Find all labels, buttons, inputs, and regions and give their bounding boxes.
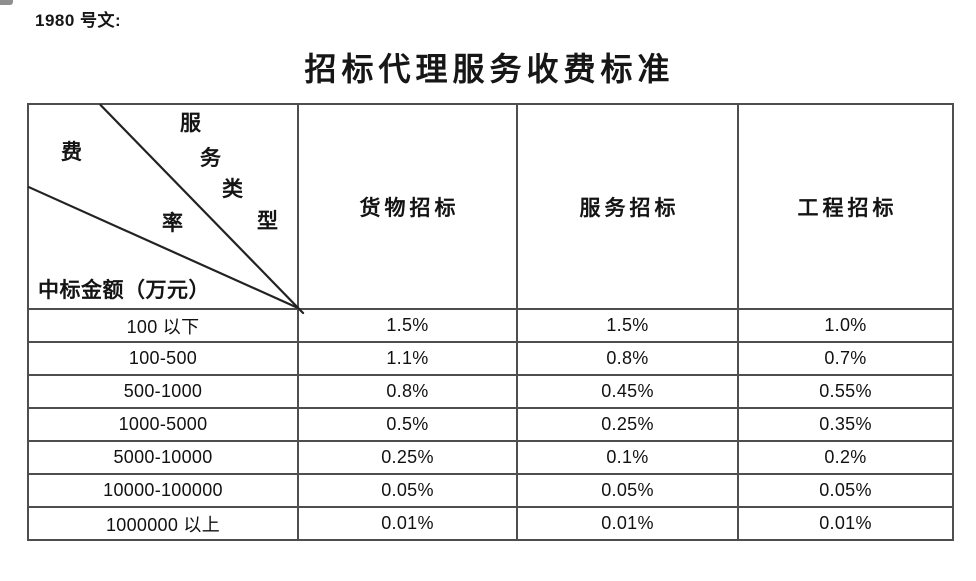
column-header-service-tender: 服务招标: [516, 103, 739, 310]
rate-cell: 0.8%: [516, 341, 739, 376]
table-row: 1000-5000 0.5% 0.25% 0.35%: [27, 407, 954, 442]
rate-cell: 1.5%: [516, 308, 739, 343]
table-row: 100 以下 1.5% 1.5% 1.0%: [27, 308, 954, 343]
rate-cell: 0.45%: [516, 374, 739, 409]
diagonal-line-lower: [27, 186, 300, 310]
amount-range-cell: 10000-100000: [27, 473, 299, 508]
rate-cell: 1.5%: [297, 308, 518, 343]
corner-service-type-char: 服: [180, 111, 201, 135]
column-header-goods-tender: 货物招标: [297, 103, 518, 310]
corner-service-type-char: 型: [257, 209, 278, 233]
rate-cell: 0.5%: [297, 407, 518, 442]
fee-table: 服 务 类 型 费 率 中标金额（万元） 货物招标 服务招标 工程招标 100 …: [27, 103, 954, 541]
rate-cell: 0.1%: [516, 440, 739, 475]
amount-range-cell: 1000000 以上: [27, 506, 299, 541]
amount-range-cell: 500-1000: [27, 374, 299, 409]
rate-cell: 0.05%: [516, 473, 739, 508]
diagonal-divider: [27, 103, 305, 315]
rate-cell: 1.0%: [737, 308, 954, 343]
table-row: 5000-10000 0.25% 0.1% 0.2%: [27, 440, 954, 475]
rate-cell: 0.05%: [297, 473, 518, 508]
rate-cell: 0.55%: [737, 374, 954, 409]
rate-cell: 0.7%: [737, 341, 954, 376]
corner-header-cell: 服 务 类 型 费 率 中标金额（万元）: [27, 103, 305, 315]
rate-cell: 0.35%: [737, 407, 954, 442]
screen-edge-artifact: [0, 0, 13, 5]
corner-amount-axis-label: 中标金额（万元）: [38, 278, 210, 302]
diagonal-line-upper: [99, 103, 305, 315]
table-row: 1000000 以上 0.01% 0.01% 0.01%: [27, 506, 954, 541]
corner-fee-rate-char: 费: [61, 140, 82, 164]
rate-cell: 0.2%: [737, 440, 954, 475]
table-row: 500-1000 0.8% 0.45% 0.55%: [27, 374, 954, 409]
rate-cell: 1.1%: [297, 341, 518, 376]
rate-cell: 0.8%: [297, 374, 518, 409]
amount-range-cell: 1000-5000: [27, 407, 299, 442]
rate-cell: 0.01%: [297, 506, 518, 541]
doc-number: 1980 号文:: [35, 11, 122, 30]
rate-cell: 0.01%: [737, 506, 954, 541]
rate-cell: 0.01%: [516, 506, 739, 541]
corner-service-type-char: 类: [222, 177, 243, 201]
rate-cell: 0.05%: [737, 473, 954, 508]
rate-cell: 0.25%: [516, 407, 739, 442]
table-row: 100-500 1.1% 0.8% 0.7%: [27, 341, 954, 376]
amount-range-cell: 100 以下: [27, 308, 299, 343]
corner-service-type-char: 务: [200, 146, 221, 170]
page-title: 招标代理服务收费标准: [304, 51, 675, 87]
amount-range-cell: 100-500: [27, 341, 299, 376]
table-header-row: 服 务 类 型 费 率 中标金额（万元） 货物招标 服务招标 工程招标: [27, 103, 954, 315]
corner-fee-rate-char: 率: [162, 211, 183, 235]
rate-cell: 0.25%: [297, 440, 518, 475]
column-header-engineering-tender: 工程招标: [737, 103, 954, 310]
table-row: 10000-100000 0.05% 0.05% 0.05%: [27, 473, 954, 508]
amount-range-cell: 5000-10000: [27, 440, 299, 475]
